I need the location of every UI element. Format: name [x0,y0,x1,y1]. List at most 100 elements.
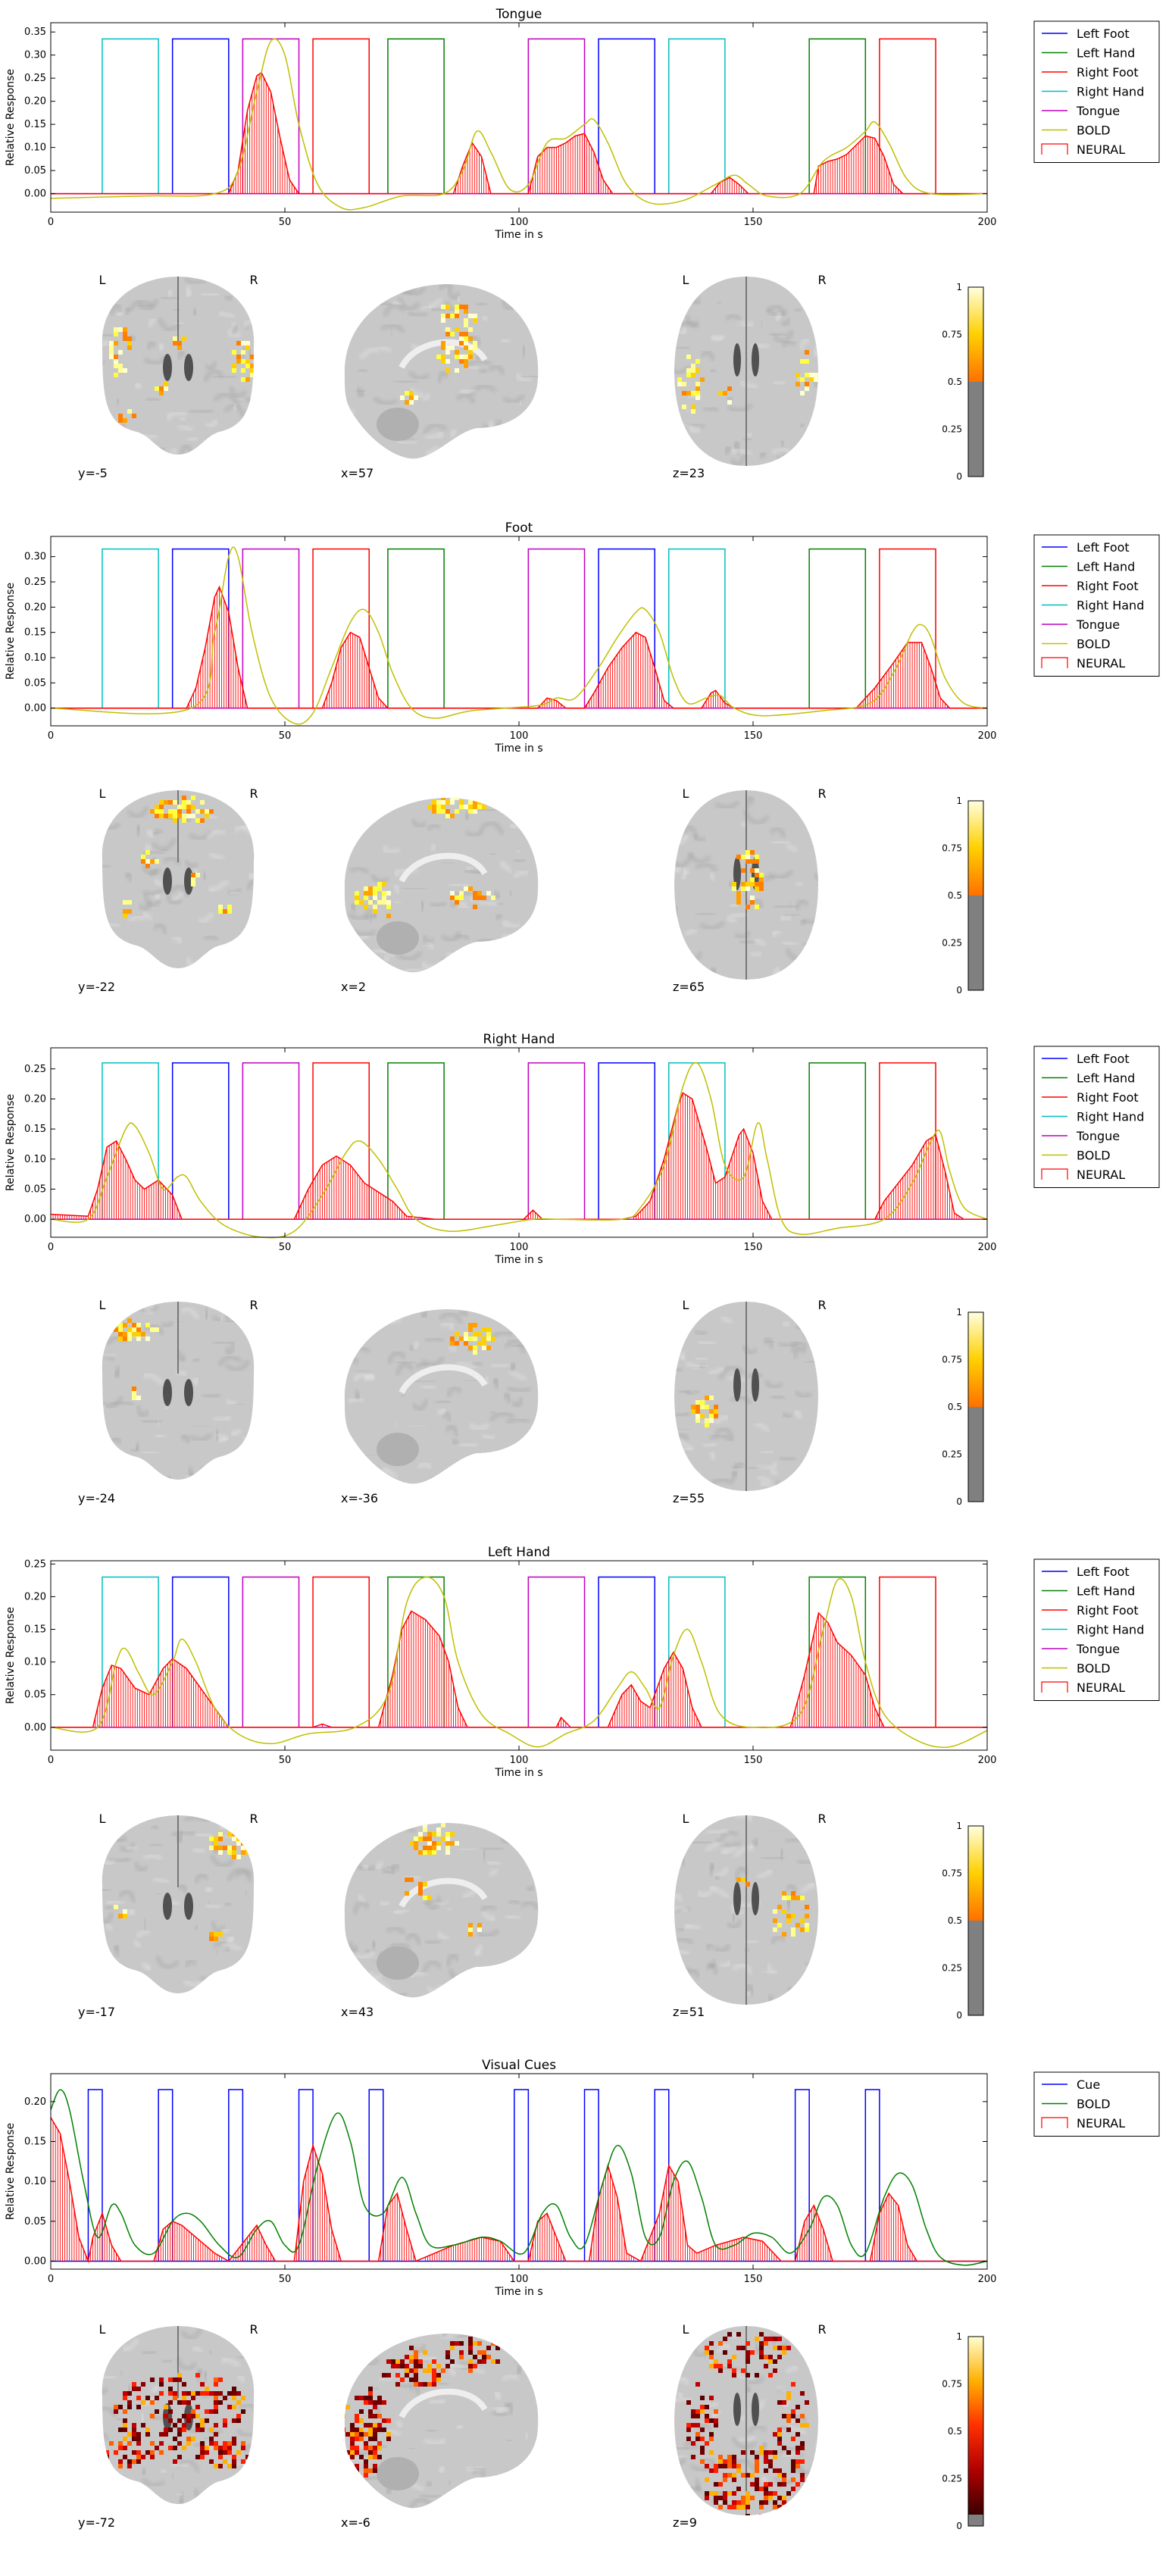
gyrus [205,361,217,370]
activation-voxel [777,2468,782,2473]
gyrus [780,1456,796,1462]
white-matter [709,872,716,881]
gyrus [717,301,722,304]
x-tick-label: 50 [279,2274,292,2285]
activation-voxel [414,2373,418,2377]
neural-stems [95,1611,883,1727]
colorbar-tick-label: 0 [956,2521,962,2531]
gyrus [426,1896,441,1909]
activation-voxel [127,1318,132,1323]
activation-voxel [700,2409,705,2414]
activation-voxel [350,2468,355,2473]
activation-voxel [400,2359,405,2364]
activation-voxel [432,800,436,805]
activation-voxel [127,1327,132,1332]
gyrus [415,1362,428,1369]
white-matter [771,840,791,845]
activation-voxel [227,1850,232,1855]
gyrus [817,439,818,442]
activation-voxel [441,355,445,359]
activation-voxel [432,2368,436,2373]
activation-voxel [464,355,468,359]
white-matter [733,1963,752,1974]
white-matter [233,403,238,412]
white-matter [208,880,229,892]
activation-voxel [118,2459,123,2464]
y-tick-label: 0.25 [24,1064,46,1075]
white-matter [173,320,184,326]
bold-line [50,1061,988,1239]
y-tick-label: 0.20 [24,96,46,108]
activation-voxel [473,800,477,805]
legend-label: BOLD [1077,637,1111,652]
activation-voxel [177,345,182,350]
activation-voxel [786,2450,791,2455]
gyrus [141,2467,147,2475]
activation-voxel [682,382,686,386]
activation-voxel [450,1336,455,1341]
white-matter [227,329,242,338]
gyrus [728,880,733,888]
white-matter [102,2375,117,2380]
colorbar-gradient [968,1312,983,1407]
activation-voxel [432,1841,436,1846]
activation-voxel [114,373,118,377]
white-matter [456,1361,477,1369]
y-tick-label: 0.05 [24,1184,46,1196]
activation-voxel [245,2455,250,2459]
white-matter [173,2000,180,2008]
activation-voxel [409,400,414,405]
y-axis-label: Relative Response [5,583,17,680]
white-matter [86,299,98,305]
gyrus [420,1309,428,1318]
activation-voxel [250,368,255,373]
colorbar-tick-label: 0 [956,2010,962,2021]
activation-voxel [182,805,186,809]
gyrus [522,345,526,358]
activation-voxel [223,2441,227,2446]
gyrus [801,281,815,294]
gyrus [114,1365,120,1378]
x-tick-label: 200 [978,730,997,742]
activation-voxel [232,2387,236,2391]
legend-swatch [1041,2117,1068,2128]
activation-voxel [764,2450,768,2455]
activation-voxel [427,1837,432,1841]
white-matter [140,2412,145,2424]
gyrus [703,407,719,412]
activation-voxel [368,2437,373,2441]
white-matter [682,867,691,875]
block-right-foot [312,548,370,708]
gyrus [144,894,161,906]
activation-voxel [236,1841,241,1846]
brain-tissue [344,798,539,973]
activation-voxel [800,2478,805,2482]
activation-voxel [377,900,382,905]
gyrus [237,2356,255,2359]
white-matter [253,1927,255,1936]
activation-voxel [245,1850,250,1855]
activation-voxel [764,2487,768,2491]
activation-voxel [132,2459,136,2464]
brain-slice-axial [674,2326,818,2515]
activation-voxel [191,873,195,877]
white-matter [499,861,513,874]
slice-coordinate-label: x=-36 [341,1491,378,1505]
white-matter [502,933,524,943]
activation-voxel [236,341,241,345]
brain-map-row: y=-24L Rx=-36 z=55L R00.250.50.751 [78,1298,984,1507]
white-matter [504,1337,507,1345]
activation-voxel [755,2459,759,2464]
activation-voxel [741,2450,745,2455]
activation-voxel [205,809,209,814]
activation-voxel [695,1400,700,1405]
activation-voxel [218,909,223,914]
activation-voxel [427,805,432,809]
gyrus [202,871,207,881]
activation-voxel [773,2346,777,2350]
gyrus [767,305,786,317]
activation-voxel [168,809,173,814]
activation-voxel [455,355,459,359]
activation-voxel [473,891,477,896]
activation-voxel [741,886,745,891]
